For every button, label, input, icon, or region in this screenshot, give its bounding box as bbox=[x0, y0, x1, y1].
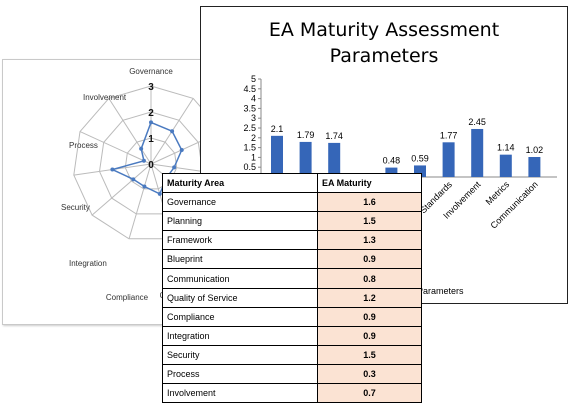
bar bbox=[299, 141, 312, 177]
legend-label: t Parameters bbox=[412, 286, 464, 296]
radar-tick-label: 3 bbox=[148, 82, 154, 93]
table-row: Involvement 0.7 bbox=[162, 383, 422, 404]
maturity-value-cell: 1.5 bbox=[317, 211, 422, 232]
bar bbox=[528, 157, 541, 177]
bar bbox=[471, 128, 484, 177]
maturity-area-cell: Framework bbox=[162, 230, 318, 251]
table-header-row: Maturity Area EA Maturity bbox=[162, 172, 422, 194]
maturity-value-cell: 0.9 bbox=[317, 306, 422, 327]
maturity-area-cell: Compliance bbox=[162, 306, 318, 327]
maturity-value-cell: 0.8 bbox=[317, 268, 422, 289]
table-row: Blueprint 0.9 bbox=[162, 249, 422, 270]
bar bbox=[328, 142, 341, 177]
y-tick-label: 4 bbox=[251, 94, 256, 104]
radar-point bbox=[157, 191, 162, 196]
radar-tick-label: 1 bbox=[148, 134, 154, 145]
radar-axis-label: Governance bbox=[129, 67, 173, 76]
table-row: Quality of Service 1.2 bbox=[162, 287, 422, 308]
radar-point bbox=[172, 165, 177, 170]
maturity-area-cell: Planning bbox=[162, 211, 318, 232]
maturity-area-cell: Governance bbox=[162, 192, 318, 213]
radar-point bbox=[141, 158, 146, 163]
maturity-area-cell: Blueprint bbox=[162, 249, 318, 270]
bar-data-label: 1.77 bbox=[440, 130, 458, 140]
bar-data-label: 2.45 bbox=[468, 117, 486, 127]
radar-axis-label: Involvement bbox=[83, 93, 127, 102]
table-row: Planning 1.5 bbox=[162, 211, 422, 232]
radar-spoke bbox=[79, 131, 152, 165]
y-tick-label: 0.5 bbox=[243, 162, 256, 172]
bar-data-label: 0.59 bbox=[411, 153, 429, 163]
radar-point bbox=[110, 167, 115, 172]
bar bbox=[385, 167, 398, 177]
bar-data-label: 1.14 bbox=[497, 143, 515, 153]
maturity-value-cell: 1.3 bbox=[317, 230, 422, 251]
maturity-area-cell: Involvement bbox=[162, 383, 318, 404]
table-row: Integration 0.9 bbox=[162, 325, 422, 346]
x-tick-label: Metrics bbox=[484, 179, 512, 207]
maturity-table: Maturity Area EA Maturity Governance 1.6 P… bbox=[162, 172, 422, 404]
maturity-area-cell: Communication bbox=[162, 268, 318, 289]
y-tick-label: 2.5 bbox=[243, 123, 256, 133]
bar bbox=[499, 154, 512, 177]
table-row: Communication 0.8 bbox=[162, 268, 422, 289]
radar-axis-label: Integration bbox=[69, 259, 107, 268]
chart-title: EA Maturity Assessment Parameters bbox=[268, 19, 500, 67]
radar-series-line bbox=[110, 121, 183, 195]
maturity-area-cell: Quality of Service bbox=[162, 287, 318, 308]
maturity-value-cell: 1.6 bbox=[317, 192, 422, 213]
bar-data-label: 1.02 bbox=[526, 145, 544, 155]
bar bbox=[271, 135, 283, 177]
bar-data-label: 1.79 bbox=[297, 130, 315, 140]
y-tick-label: 2 bbox=[251, 133, 256, 143]
radar-point bbox=[131, 177, 136, 182]
maturity-value-cell: 0.9 bbox=[317, 325, 422, 346]
radar-axis-label: Security bbox=[61, 203, 90, 212]
bar-data-label: 0.48 bbox=[383, 156, 401, 166]
radar-spoke bbox=[108, 98, 152, 165]
radar-gridline bbox=[98, 111, 204, 215]
maturity-area-cell: Security bbox=[162, 344, 318, 365]
table-row: Framework 1.3 bbox=[162, 230, 422, 251]
y-tick-label: 5 bbox=[251, 74, 256, 84]
bar-data-label: 1.74 bbox=[325, 131, 343, 141]
y-tick-label: 1.5 bbox=[243, 143, 256, 153]
radar-spoke bbox=[128, 163, 152, 239]
header-ea-maturity: EA Maturity bbox=[317, 172, 422, 194]
maturity-value-cell: 0.9 bbox=[317, 249, 422, 270]
bar-data-label: 2.1 bbox=[271, 124, 284, 134]
y-tick-label: 3 bbox=[251, 113, 256, 123]
y-tick-label: 4.5 bbox=[243, 84, 256, 94]
table-row: Compliance 0.9 bbox=[162, 306, 422, 327]
radar-tick-label: 0 bbox=[148, 160, 154, 171]
bar bbox=[414, 165, 426, 177]
radar-axis-label: Compliance bbox=[106, 293, 149, 302]
radar-point bbox=[179, 147, 184, 152]
maturity-value-cell: 1.5 bbox=[317, 344, 422, 365]
maturity-value-cell: 1.2 bbox=[317, 287, 422, 308]
table-row: Governance 1.6 bbox=[162, 192, 422, 213]
radar-point bbox=[149, 120, 153, 125]
radar-axis-label: Process bbox=[69, 141, 98, 150]
radar-point bbox=[139, 146, 144, 151]
maturity-area-cell: Integration bbox=[162, 325, 318, 346]
radar-spoke bbox=[91, 163, 152, 216]
y-tick-label: 3.5 bbox=[243, 103, 256, 113]
y-tick-label: 1 bbox=[251, 152, 256, 162]
header-maturity-area: Maturity Area bbox=[162, 172, 318, 194]
radar-tick-label: 2 bbox=[148, 108, 154, 119]
table-row: Security 1.5 bbox=[162, 344, 422, 365]
radar-point bbox=[142, 184, 147, 189]
maturity-area-cell: Process bbox=[162, 363, 318, 385]
table-row: Process 0.3 bbox=[162, 363, 422, 385]
radar-point bbox=[170, 129, 175, 134]
maturity-value-cell: 0.7 bbox=[317, 383, 422, 404]
maturity-value-cell: 0.3 bbox=[317, 363, 422, 385]
bar bbox=[442, 142, 455, 177]
